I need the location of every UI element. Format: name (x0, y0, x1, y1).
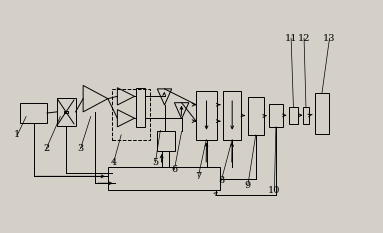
Text: 13: 13 (323, 34, 336, 43)
Text: 2: 2 (43, 144, 49, 153)
Text: 8: 8 (218, 176, 224, 185)
Text: 11: 11 (285, 34, 297, 43)
Bar (196, 91, 217, 140)
Text: 10: 10 (268, 186, 281, 195)
Bar (223, 91, 241, 140)
Text: 1: 1 (14, 130, 20, 139)
Text: 7: 7 (195, 172, 201, 181)
Bar (270, 104, 283, 127)
Bar (57, 98, 75, 126)
Bar (248, 97, 264, 135)
Text: 5: 5 (152, 158, 159, 167)
Bar (315, 93, 329, 134)
Bar (303, 107, 309, 124)
Bar (64, 111, 68, 113)
Bar (108, 167, 220, 190)
Bar (112, 89, 150, 140)
Text: 4: 4 (110, 158, 117, 167)
Text: 6: 6 (171, 165, 177, 174)
Bar (289, 107, 298, 124)
Bar (136, 88, 145, 127)
Bar (157, 131, 175, 151)
Text: 3: 3 (77, 144, 83, 153)
Text: 9: 9 (245, 181, 251, 190)
Text: 12: 12 (298, 34, 310, 43)
Bar (20, 103, 47, 123)
